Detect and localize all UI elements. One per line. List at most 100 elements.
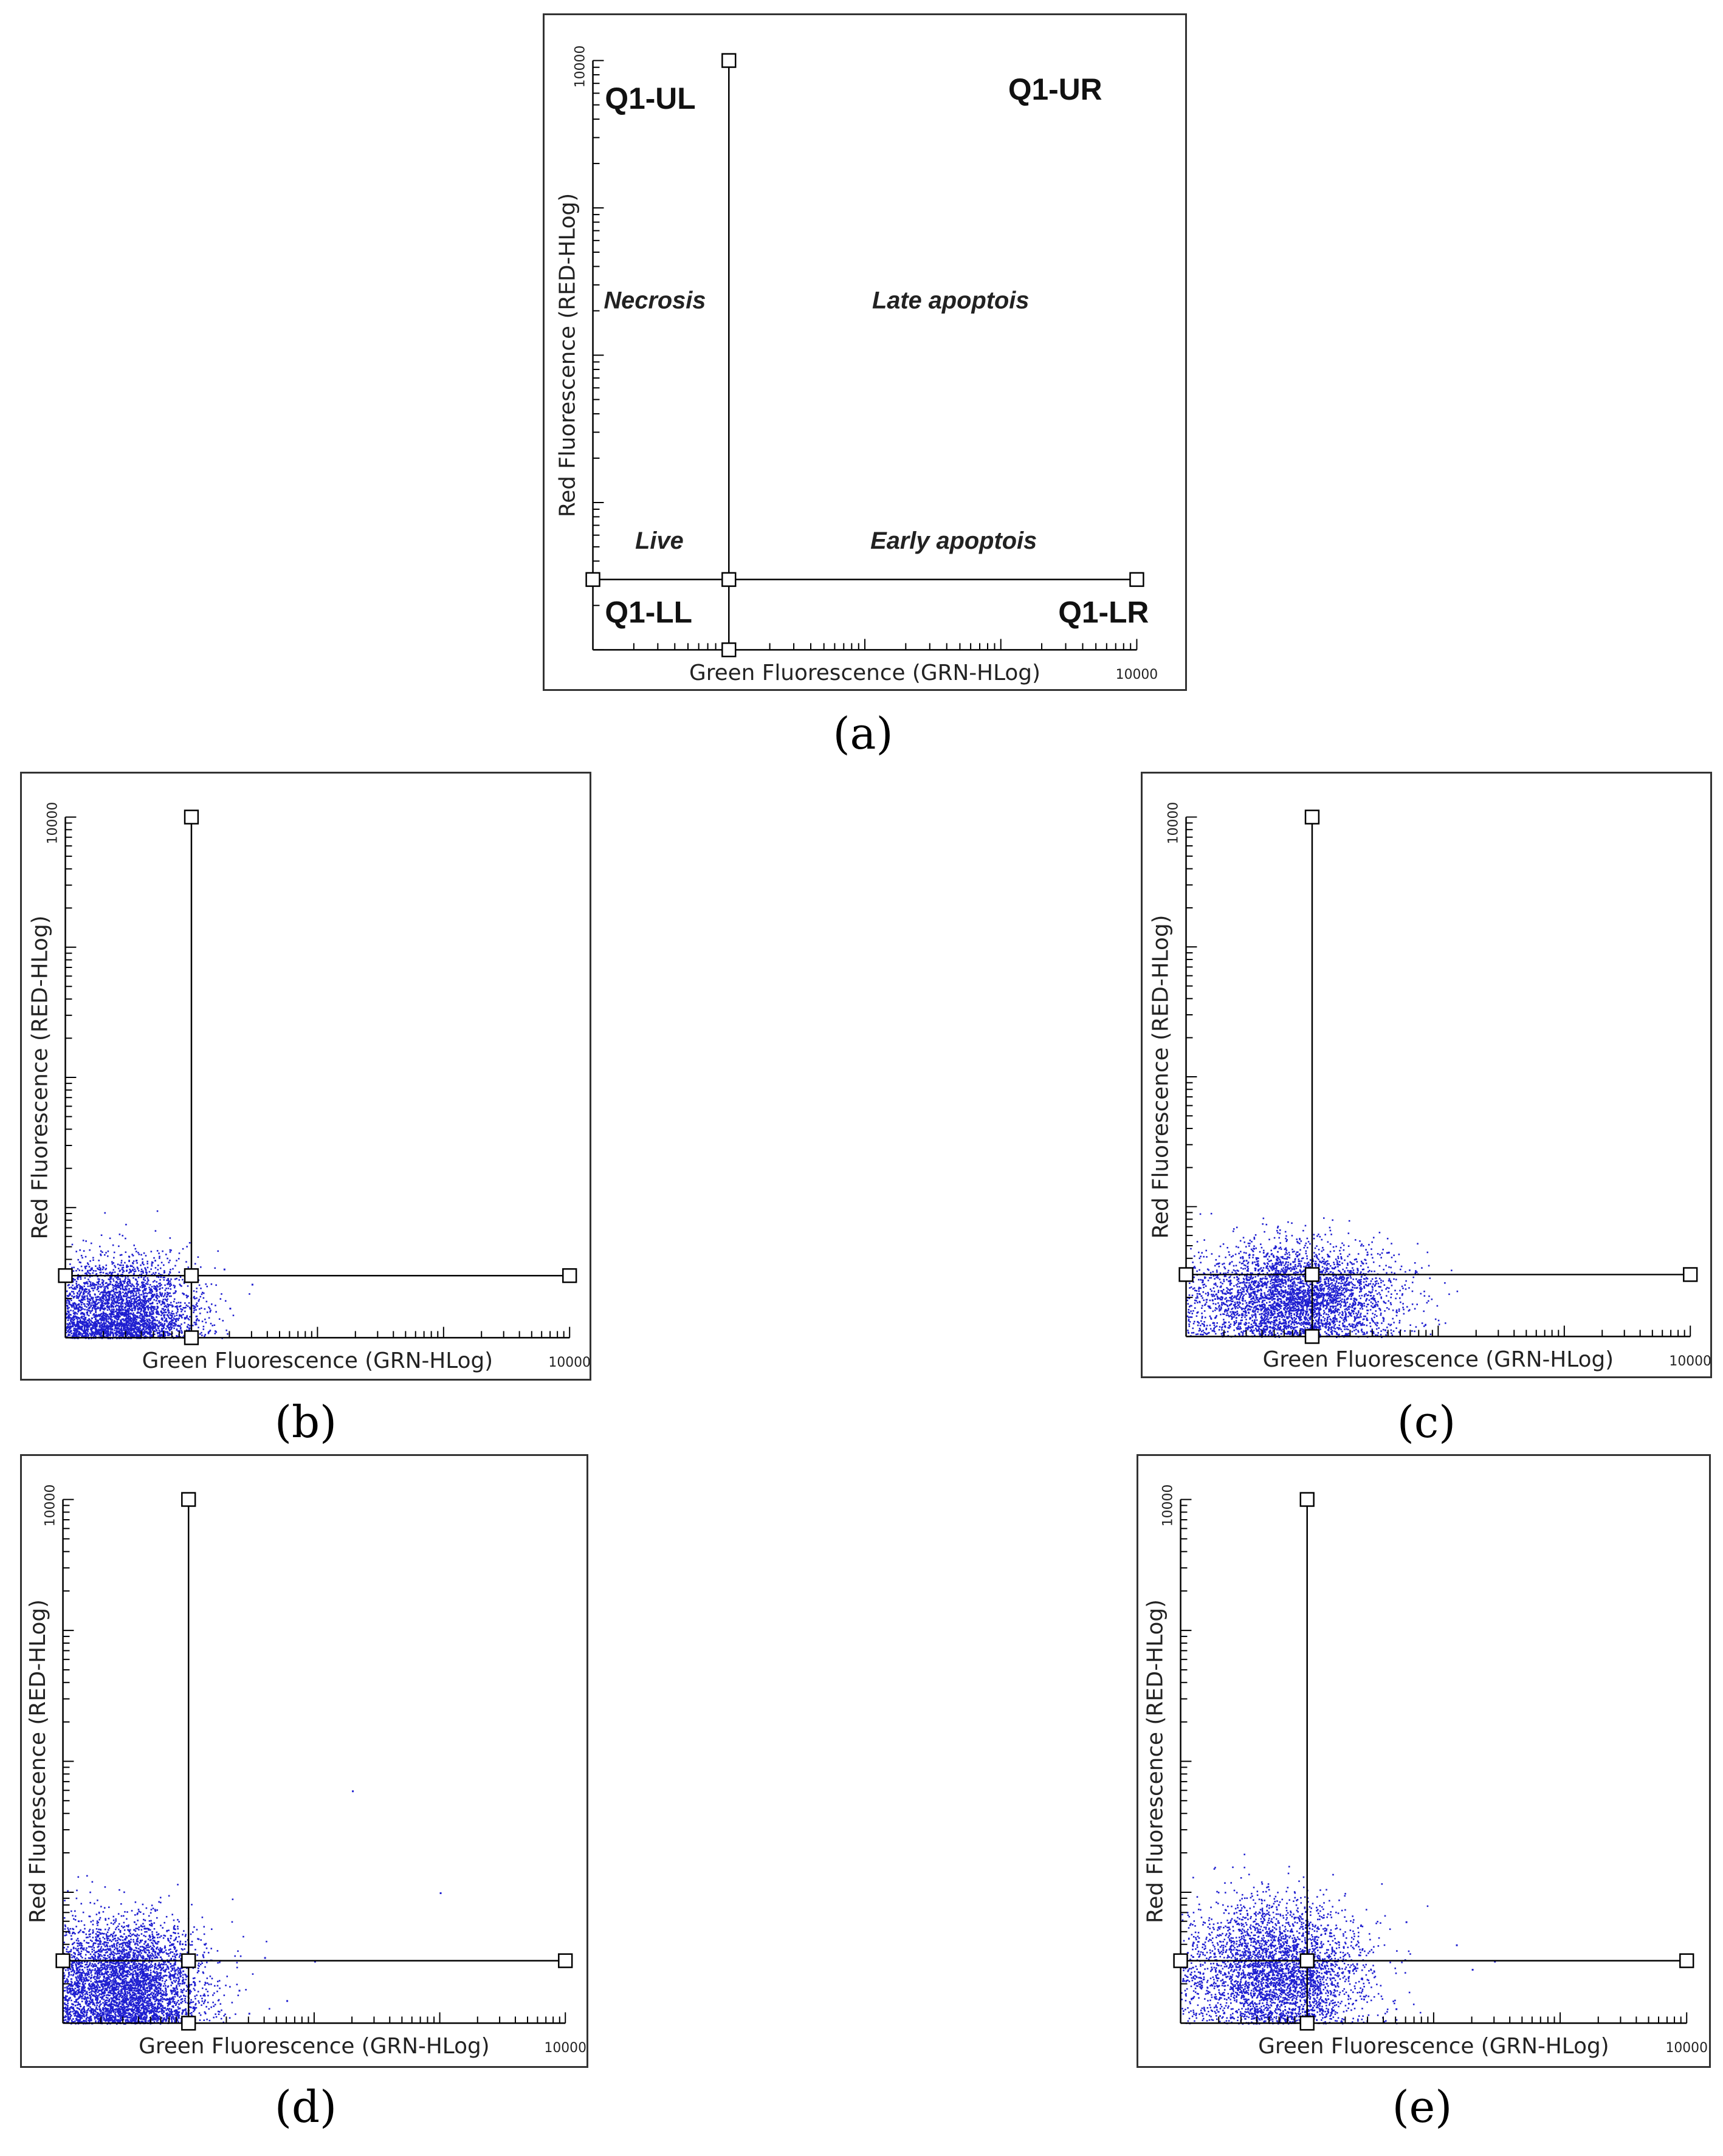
chart-b-event-dot [129, 1303, 132, 1305]
chart-c-event-dot [1335, 1305, 1337, 1307]
quadrant-label-ul: Q1-UL [605, 81, 695, 115]
chart-c-event-dot [1358, 1279, 1360, 1281]
chart-c-event-dot [1284, 1296, 1286, 1297]
chart-b-event-dot [163, 1264, 165, 1266]
chart-b-event-dot [132, 1277, 134, 1279]
chart-c-event-dot [1340, 1303, 1341, 1305]
chart-b-event-dot [69, 1322, 71, 1324]
chart-c-event-dot [1243, 1279, 1245, 1281]
chart-b-event-dot [195, 1309, 197, 1311]
chart-c-event-dot [1332, 1219, 1333, 1221]
chart-b-event-dot [84, 1305, 86, 1307]
chart-c-event-dot [1356, 1315, 1358, 1317]
chart-a-gate-handle-left[interactable] [585, 572, 600, 587]
chart-c-event-dot [1291, 1322, 1293, 1323]
chart-b-event-dot [224, 1300, 227, 1302]
chart-b-event-dot [151, 1316, 154, 1318]
chart-b-event-dot [77, 1310, 80, 1312]
chart-a-gate-handle-right[interactable] [1129, 572, 1144, 587]
chart-b-event-dot [170, 1326, 172, 1328]
chart-c-event-dot [1309, 1319, 1311, 1320]
region-label-late-apoptosis: Late apoptois [872, 287, 1029, 314]
chart-a-gate-handle-center[interactable] [721, 572, 737, 587]
chart-b-gate-handle-center[interactable] [184, 1268, 199, 1283]
chart-b-event-dot [146, 1293, 148, 1295]
chart-c-event-dot [1215, 1303, 1217, 1305]
chart-b-event-dot [113, 1322, 115, 1325]
chart-c-event-dot [1301, 1305, 1303, 1306]
chart-b-event-dot [72, 1332, 75, 1334]
chart-a-gate-handle-bottom[interactable] [721, 642, 737, 657]
chart-b-event-dot [140, 1309, 143, 1311]
chart-b-event-dot [195, 1323, 198, 1325]
chart-c-event-dot [1205, 1327, 1208, 1330]
chart-c-event-dot [1256, 1329, 1259, 1331]
chart-b-event-dot [100, 1329, 102, 1331]
chart-c-event-dot [1272, 1289, 1274, 1292]
chart-b-event-dot [99, 1318, 101, 1320]
chart-b-event-dot [109, 1323, 112, 1325]
chart-b-event-dot [185, 1306, 187, 1308]
chart-b-event-dot [92, 1314, 94, 1316]
chart-c-event-dot [1326, 1304, 1328, 1306]
chart-c-event-dot [1209, 1328, 1212, 1330]
chart-b-event-dot [122, 1299, 125, 1301]
chart-c-event-dot [1197, 1311, 1199, 1313]
chart-c-event-dot [1327, 1255, 1329, 1258]
chart-b-event-dot [118, 1282, 120, 1285]
chart-b-gate-handle-top[interactable] [184, 809, 199, 825]
chart-a-gate-handle-top[interactable] [721, 53, 737, 68]
chart-c-event-dot [1328, 1285, 1330, 1286]
chart-b-event-dot [103, 1302, 106, 1305]
chart-c-event-dot [1268, 1293, 1270, 1295]
chart-b-event-dot [209, 1330, 212, 1331]
chart-b-event-dot [101, 1291, 103, 1293]
chart-c-event-dot [1313, 1237, 1315, 1240]
chart-b-event-dot [146, 1314, 148, 1316]
chart-b-gate-handle-left[interactable] [58, 1268, 73, 1283]
chart-b-event-dot [105, 1303, 107, 1305]
chart-b-event-dot [141, 1329, 143, 1331]
chart-b-event-dot [129, 1309, 131, 1311]
chart-c-event-dot [1359, 1322, 1361, 1325]
chart-c-event-dot [1219, 1326, 1221, 1328]
chart-c-event-dot [1269, 1330, 1271, 1331]
chart-b-event-dot [201, 1307, 202, 1310]
chart-b-event-dot [105, 1299, 107, 1302]
chart-c-event-dot [1402, 1306, 1404, 1308]
chart-c-event-dot [1271, 1276, 1273, 1279]
chart-b-event-dot [93, 1283, 95, 1285]
chart-c-event-dot [1244, 1285, 1247, 1287]
chart-b-event-dot [79, 1319, 81, 1321]
chart-c-event-dot [1257, 1286, 1259, 1288]
chart-c-event-dot [1282, 1319, 1284, 1320]
chart-b-event-dot [117, 1268, 120, 1269]
chart-b-event-dot [129, 1316, 131, 1319]
chart-c-event-dot [1294, 1319, 1296, 1320]
chart-b-gate-handle-bottom[interactable] [184, 1330, 199, 1345]
chart-b-event-dot [97, 1299, 99, 1300]
chart-c-event-dot [1290, 1263, 1291, 1265]
chart-b-event-dot [170, 1324, 172, 1326]
chart-b-event-dot [124, 1275, 126, 1277]
chart-c-event-dot [1268, 1331, 1270, 1333]
chart-b-event-dot [92, 1285, 95, 1286]
chart-b-event-dot [150, 1251, 153, 1252]
chart-c-event-dot [1307, 1320, 1309, 1322]
chart-c-event-dot [1326, 1293, 1329, 1294]
chart-b-event-dot [120, 1288, 122, 1289]
chart-c-event-dot [1329, 1299, 1331, 1300]
chart-b-event-dot [78, 1331, 81, 1334]
chart-b-event-dot [164, 1308, 167, 1311]
chart-c-event-dot [1296, 1295, 1298, 1297]
chart-b-event-dot [71, 1335, 74, 1337]
chart-b-event-dot [151, 1296, 153, 1298]
chart-b-event-dot [115, 1277, 118, 1279]
chart-b-event-dot [135, 1292, 137, 1294]
chart-b-event-dot [120, 1326, 123, 1328]
chart-b-event-dot [168, 1334, 170, 1336]
chart-b-gate-handle-right[interactable] [562, 1268, 577, 1283]
chart-b-event-dot [170, 1268, 171, 1271]
chart-c-event-dot [1296, 1305, 1298, 1308]
chart-b-event-dot [142, 1262, 143, 1265]
